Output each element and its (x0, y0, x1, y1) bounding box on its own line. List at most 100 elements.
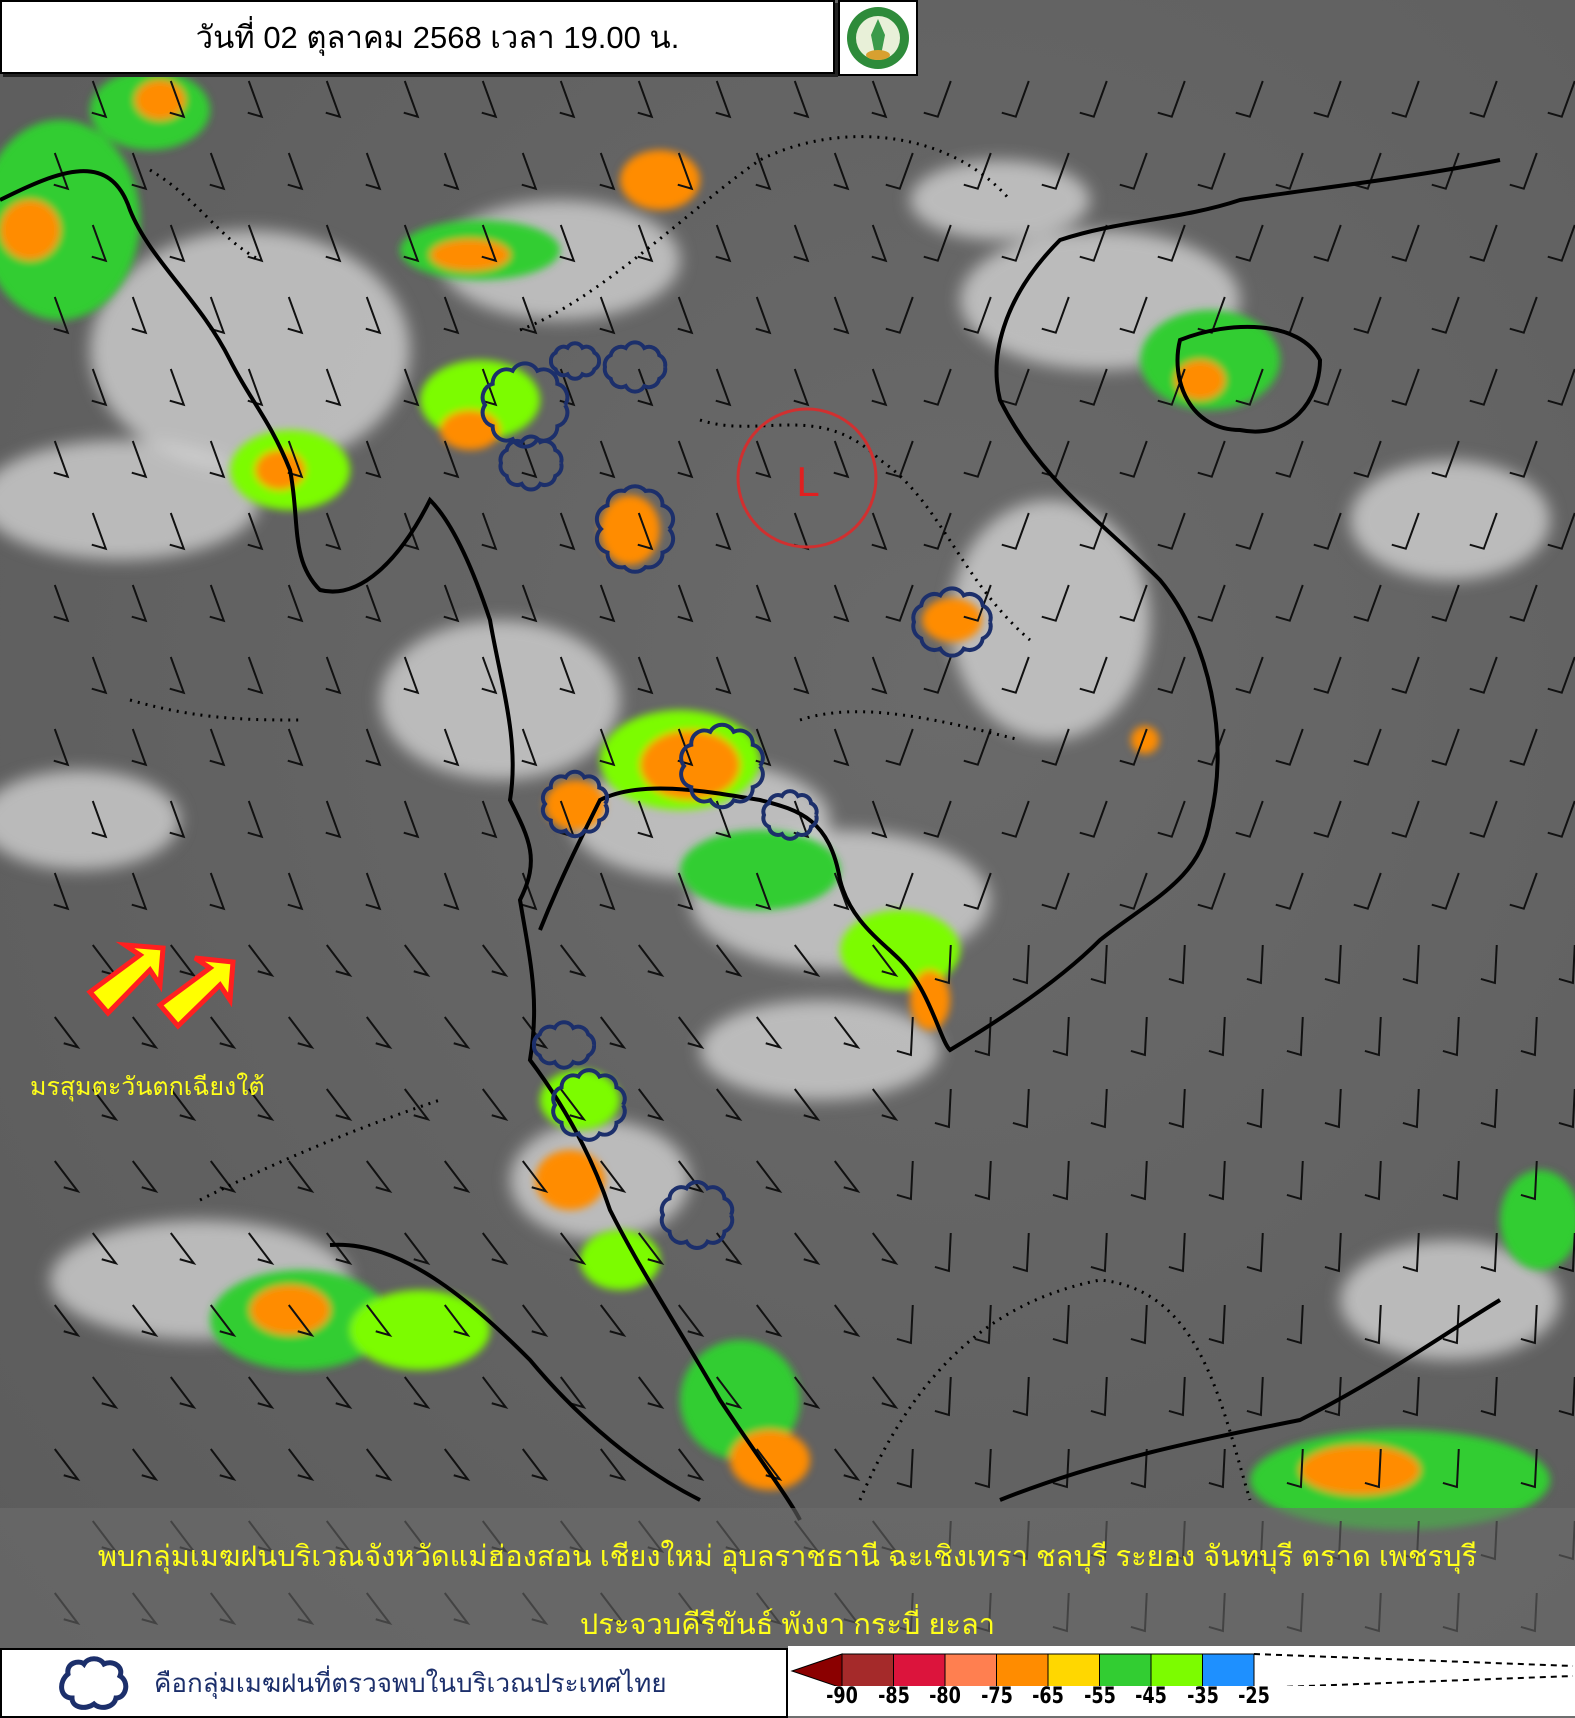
low-pressure-marker: L (736, 407, 878, 549)
wind-barb (1001, 224, 1030, 262)
wind-barb (131, 1160, 159, 1194)
wind-barb (1208, 1448, 1226, 1489)
wind-barb (521, 1160, 549, 1194)
wind-barb (169, 1232, 197, 1266)
wind-barb (871, 80, 888, 119)
wind-barb (1052, 1448, 1070, 1489)
wind-barb (521, 1016, 549, 1050)
wind-barb (1509, 728, 1538, 766)
wind-barb (247, 224, 264, 263)
wind-barb (1130, 1160, 1148, 1201)
wind-barb (209, 1448, 237, 1482)
wind-barb (715, 944, 743, 978)
rain-cloud-outline (549, 341, 601, 381)
wind-barb (169, 944, 197, 978)
seal-icon (847, 7, 909, 69)
cloud-area (350, 1290, 490, 1370)
wind-barb (91, 1232, 119, 1266)
wind-barb (365, 296, 382, 335)
tmd-logo (838, 0, 918, 76)
wind-barb (1313, 224, 1342, 262)
wind-barb (443, 1016, 471, 1050)
wind-barb (1197, 728, 1226, 766)
wind-barb (443, 584, 460, 623)
wind-barb (287, 152, 304, 191)
wind-barb (793, 224, 810, 263)
rain-cloud-outline (540, 769, 610, 839)
cloud-area (255, 450, 305, 490)
wind-barb (1157, 224, 1186, 262)
wind-barb (1235, 80, 1264, 118)
wind-barb (1469, 656, 1498, 694)
wind-barb (1431, 872, 1460, 910)
wind-barb (1001, 512, 1030, 550)
wind-barb (833, 1160, 861, 1194)
wind-barb (1286, 1016, 1304, 1057)
wind-barb (923, 512, 952, 550)
cloud-area (620, 150, 700, 210)
cloud-area (535, 1150, 605, 1210)
wind-barb (1324, 1232, 1342, 1273)
rain-cloud-outline (551, 1068, 627, 1142)
wind-barb (1041, 872, 1070, 910)
rain-cloud-outline (531, 1020, 597, 1070)
wind-barb (637, 512, 654, 551)
wind-barb (443, 728, 460, 767)
wind-barb (637, 944, 665, 978)
wind-barb (1353, 440, 1382, 478)
wind-barb (1235, 512, 1264, 550)
colorbar-segment (1202, 1653, 1255, 1686)
wind-barb (91, 80, 108, 119)
wind-barb (1079, 224, 1108, 262)
colorbar-segment (996, 1653, 1049, 1686)
wind-barb (169, 80, 186, 119)
wind-barb (1509, 872, 1538, 910)
wind-barb (1480, 1232, 1498, 1273)
wind-barb (521, 584, 538, 623)
wind-barb (963, 728, 992, 766)
wind-barb (325, 1376, 353, 1410)
rain-cloud-outline (602, 340, 668, 394)
wind-barb (365, 152, 382, 191)
colorbar-tick-label: -90 (826, 1684, 858, 1709)
wind-barb (443, 1160, 471, 1194)
wind-barb (1275, 152, 1304, 190)
wind-barb (923, 80, 952, 118)
wind-barb (325, 368, 342, 407)
wind-barb (885, 152, 914, 190)
wind-barb (1168, 1232, 1186, 1273)
wind-barb (677, 296, 694, 335)
cloud-cover-patch (910, 160, 1090, 240)
wind-barb (1168, 1376, 1186, 1417)
wind-barb (559, 512, 576, 551)
wind-barb (559, 1376, 587, 1410)
wind-barb (871, 800, 888, 839)
wind-barb (637, 80, 654, 119)
wind-barb (1469, 800, 1498, 838)
wind-barb (1442, 1304, 1460, 1345)
cloud-area (135, 80, 185, 120)
wind-barb (871, 656, 888, 695)
wind-barb (559, 1232, 587, 1266)
wind-barb (325, 1088, 353, 1122)
colorbar-segment (790, 1653, 843, 1686)
wind-barb (1353, 152, 1382, 190)
wind-barb (1130, 1448, 1148, 1489)
wind-barb (1079, 656, 1108, 694)
rain-cloud-outline (761, 789, 819, 841)
wind-barbs (53, 80, 1575, 1633)
colorbar-scale (790, 1653, 1574, 1686)
wind-barb (287, 296, 304, 335)
wind-barb (287, 1160, 315, 1194)
date-time-header: วันที่ 02 ตุลาคม 2568 เวลา 19.00 น. (0, 0, 835, 74)
wind-barb (1001, 656, 1030, 694)
cloud-cover-patch (700, 1000, 940, 1100)
wind-barb (53, 1160, 81, 1194)
wind-barb (1246, 1376, 1264, 1417)
rain-cloud-outline (594, 484, 676, 574)
rain-cloud-caption: พบกลุ่มเมฆฝนบริเวณจังหวัดแม่ฮ่องสอน เชีย… (0, 1508, 1575, 1648)
wind-barb (287, 728, 304, 767)
wind-barb (1119, 296, 1148, 334)
wind-barb (833, 152, 850, 191)
wind-barb (885, 584, 914, 622)
